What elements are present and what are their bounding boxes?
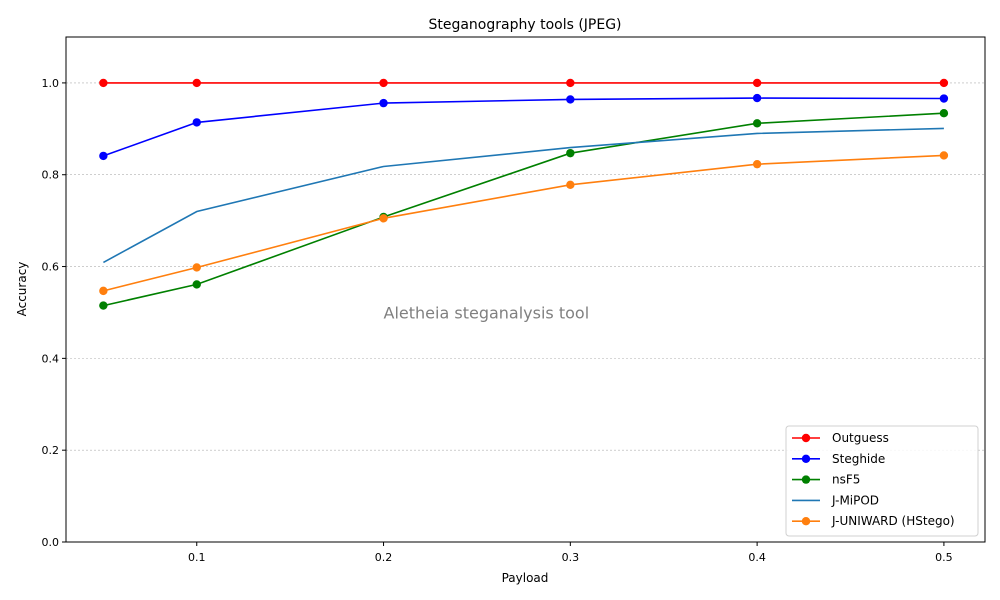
- data-point: [99, 151, 108, 161]
- data-point: [192, 263, 201, 272]
- data-point: [566, 78, 575, 88]
- data-point: [99, 286, 108, 296]
- y-axis-ticks: 0.0 0.2 0.4 0.6 0.8 1.0: [42, 77, 66, 549]
- series-line: [103, 112, 944, 307]
- data-point: [379, 78, 388, 88]
- legend-marker: [801, 475, 811, 484]
- x-axis-label: Payload: [502, 571, 549, 585]
- data-point: [939, 94, 949, 103]
- legend-label: J-MiPOD: [831, 493, 879, 507]
- data-point: [192, 118, 201, 127]
- x-tick-label: 0.3: [562, 551, 580, 564]
- data-point: [752, 93, 762, 103]
- legend-label: J-UNIWARD (HStego): [831, 514, 955, 528]
- x-axis-ticks: 0.1 0.2 0.3 0.4 0.5: [188, 542, 953, 564]
- legend-label: Steghide: [832, 452, 885, 466]
- data-point: [566, 180, 575, 190]
- data-point: [939, 109, 949, 118]
- y-axis-label: Accuracy: [15, 262, 29, 317]
- data-point: [566, 148, 575, 158]
- series-group: [99, 78, 949, 310]
- data-point: [99, 78, 108, 88]
- series-line: [103, 154, 944, 292]
- series-line: [103, 127, 944, 264]
- y-tick-label: 0.8: [42, 169, 60, 182]
- legend-box: [785, 425, 979, 537]
- data-point: [752, 159, 762, 169]
- legend: Outguess Steghide nsF5 J-MiPOD J-UNIWARD (HS…: [785, 425, 979, 537]
- y-tick-label: 0.2: [42, 444, 60, 457]
- data-point: [192, 78, 201, 88]
- data-point: [99, 301, 108, 310]
- legend-label: nsF5: [832, 473, 860, 487]
- data-point: [752, 78, 762, 88]
- data-point: [939, 78, 949, 88]
- plot-frame: [65, 36, 986, 543]
- legend-marker: [801, 433, 811, 443]
- legend-marker: [801, 517, 811, 526]
- y-tick-label: 1.0: [42, 77, 60, 90]
- data-point: [192, 280, 201, 289]
- x-tick-label: 0.1: [188, 551, 206, 564]
- data-point: [939, 151, 949, 160]
- data-point: [379, 214, 388, 223]
- series-line: [103, 97, 944, 157]
- chart-title: Steganography tools (JPEG): [428, 17, 621, 33]
- y-tick-label: 0.4: [42, 352, 60, 365]
- data-point: [752, 119, 762, 128]
- legend-marker: [801, 454, 811, 463]
- y-tick-label: 0.0: [42, 536, 60, 549]
- x-tick-label: 0.4: [748, 551, 766, 564]
- y-tick-label: 0.6: [42, 261, 60, 274]
- data-point: [566, 95, 575, 104]
- data-point: [379, 98, 388, 108]
- chart-annotation: Aletheia steganalysis tool: [384, 303, 590, 322]
- x-tick-label: 0.5: [935, 551, 953, 564]
- x-tick-label: 0.2: [375, 551, 393, 564]
- legend-label: Outguess: [832, 431, 889, 445]
